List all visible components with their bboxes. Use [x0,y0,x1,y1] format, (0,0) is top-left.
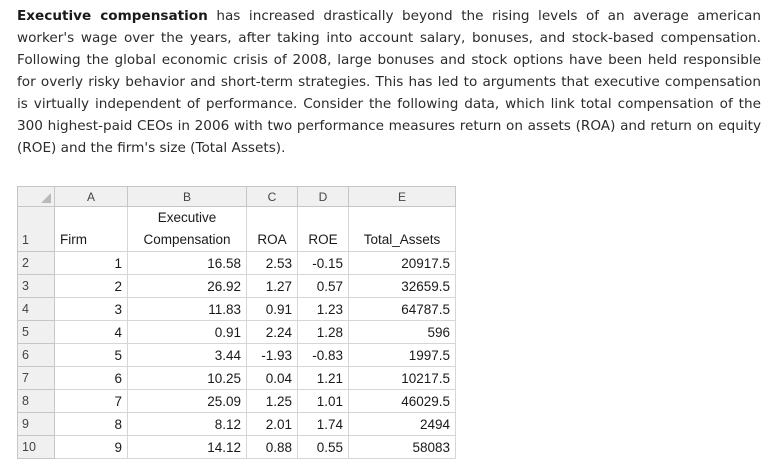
roa-cell[interactable]: 0.91 [246,297,298,321]
table-row: 2 1 16.58 2.53 -0.15 20917.5 [17,251,456,275]
table-row: 6 5 3.44 -1.93 -0.83 1997.5 [17,343,456,367]
total-assets-cell[interactable]: 32659.5 [348,274,456,298]
firm-cell[interactable]: 3 [54,297,128,321]
roe-cell[interactable]: 1.28 [297,320,349,344]
roe-cell[interactable]: 1.23 [297,297,349,321]
total-assets-cell[interactable]: 1997.5 [348,343,456,367]
roa-cell[interactable]: 0.04 [246,366,298,390]
roe-cell[interactable]: 1.21 [297,366,349,390]
roa-cell[interactable]: 2.01 [246,412,298,436]
row-number[interactable]: 7 [17,366,55,390]
select-all-corner[interactable] [17,186,55,207]
firm-cell[interactable]: 7 [54,389,128,413]
total-assets-cell[interactable]: 58083 [348,435,456,459]
table-row: 10 9 14.12 0.88 0.55 58083 [17,435,456,459]
table-row: 3 2 26.92 1.27 0.57 32659.5 [17,274,456,298]
total-assets-cell[interactable]: 596 [348,320,456,344]
header-assets-cell[interactable]: Total_Assets [348,206,456,252]
roe-cell[interactable]: 0.55 [297,435,349,459]
row-number[interactable]: 9 [17,412,55,436]
table-row: 9 8 8.12 2.01 1.74 2494 [17,412,456,436]
column-header-row: A B C D E [17,186,456,207]
firm-cell[interactable]: 4 [54,320,128,344]
compensation-cell[interactable]: 0.91 [127,320,247,344]
table-row: 5 4 0.91 2.24 1.28 596 [17,320,456,344]
header-compensation-cell[interactable]: Executive Compensation [127,206,247,252]
total-assets-cell[interactable]: 2494 [348,412,456,436]
roa-cell[interactable]: 1.25 [246,389,298,413]
compensation-cell[interactable]: 3.44 [127,343,247,367]
select-all-icon [41,193,51,203]
firm-cell[interactable]: 6 [54,366,128,390]
firm-cell[interactable]: 9 [54,435,128,459]
paragraph-body: has increased drastically beyond the ris… [17,8,762,156]
row-number[interactable]: 5 [17,320,55,344]
compensation-cell[interactable]: 26.92 [127,274,247,298]
header-compensation-line2: Compensation [143,232,231,247]
compensation-cell[interactable]: 14.12 [127,435,247,459]
header-data-row: 1 Firm Executive Compensation ROA ROE Tot… [17,206,456,252]
roa-cell[interactable]: 2.53 [246,251,298,275]
column-header-d[interactable]: D [297,186,349,207]
total-assets-cell[interactable]: 64787.5 [348,297,456,321]
roa-cell[interactable]: 2.24 [246,320,298,344]
row-number[interactable]: 8 [17,389,55,413]
data-rows: 2 1 16.58 2.53 -0.15 20917.5 3 2 26.92 1.27 0.57 32… [17,251,456,459]
compensation-cell[interactable]: 8.12 [127,412,247,436]
column-header-c[interactable]: C [246,186,298,207]
firm-cell[interactable]: 1 [54,251,128,275]
table-row: 4 3 11.83 0.91 1.23 64787.5 [17,297,456,321]
row-number[interactable]: 1 [17,206,55,252]
roe-cell[interactable]: -0.15 [297,251,349,275]
header-firm-cell[interactable]: Firm [54,206,128,252]
roe-cell[interactable]: 0.57 [297,274,349,298]
total-assets-cell[interactable]: 46029.5 [348,389,456,413]
row-number[interactable]: 10 [17,435,55,459]
row-number[interactable]: 2 [17,251,55,275]
spreadsheet-table: A B C D E 1 Firm Executive Compensation R… [17,186,456,459]
problem-paragraph: Executive compensation has increased dra… [17,5,761,159]
compensation-cell[interactable]: 10.25 [127,366,247,390]
table-row: 8 7 25.09 1.25 1.01 46029.5 [17,389,456,413]
roa-cell[interactable]: 0.88 [246,435,298,459]
column-header-e[interactable]: E [348,186,456,207]
roe-cell[interactable]: 1.74 [297,412,349,436]
roe-cell[interactable]: 1.01 [297,389,349,413]
roa-cell[interactable]: -1.93 [246,343,298,367]
roe-cell[interactable]: -0.83 [297,343,349,367]
compensation-cell[interactable]: 11.83 [127,297,247,321]
roa-cell[interactable]: 1.27 [246,274,298,298]
compensation-cell[interactable]: 25.09 [127,389,247,413]
lead-bold-text: Executive compensation [17,8,208,24]
header-roe-cell[interactable]: ROE [297,206,349,252]
firm-cell[interactable]: 5 [54,343,128,367]
column-header-a[interactable]: A [54,186,128,207]
compensation-cell[interactable]: 16.58 [127,251,247,275]
firm-cell[interactable]: 8 [54,412,128,436]
total-assets-cell[interactable]: 10217.5 [348,366,456,390]
column-header-b[interactable]: B [127,186,247,207]
header-roa-cell[interactable]: ROA [246,206,298,252]
firm-cell[interactable]: 2 [54,274,128,298]
table-row: 7 6 10.25 0.04 1.21 10217.5 [17,366,456,390]
row-number[interactable]: 3 [17,274,55,298]
row-number[interactable]: 4 [17,297,55,321]
row-number[interactable]: 6 [17,343,55,367]
total-assets-cell[interactable]: 20917.5 [348,251,456,275]
header-compensation-line1: Executive [157,210,217,225]
